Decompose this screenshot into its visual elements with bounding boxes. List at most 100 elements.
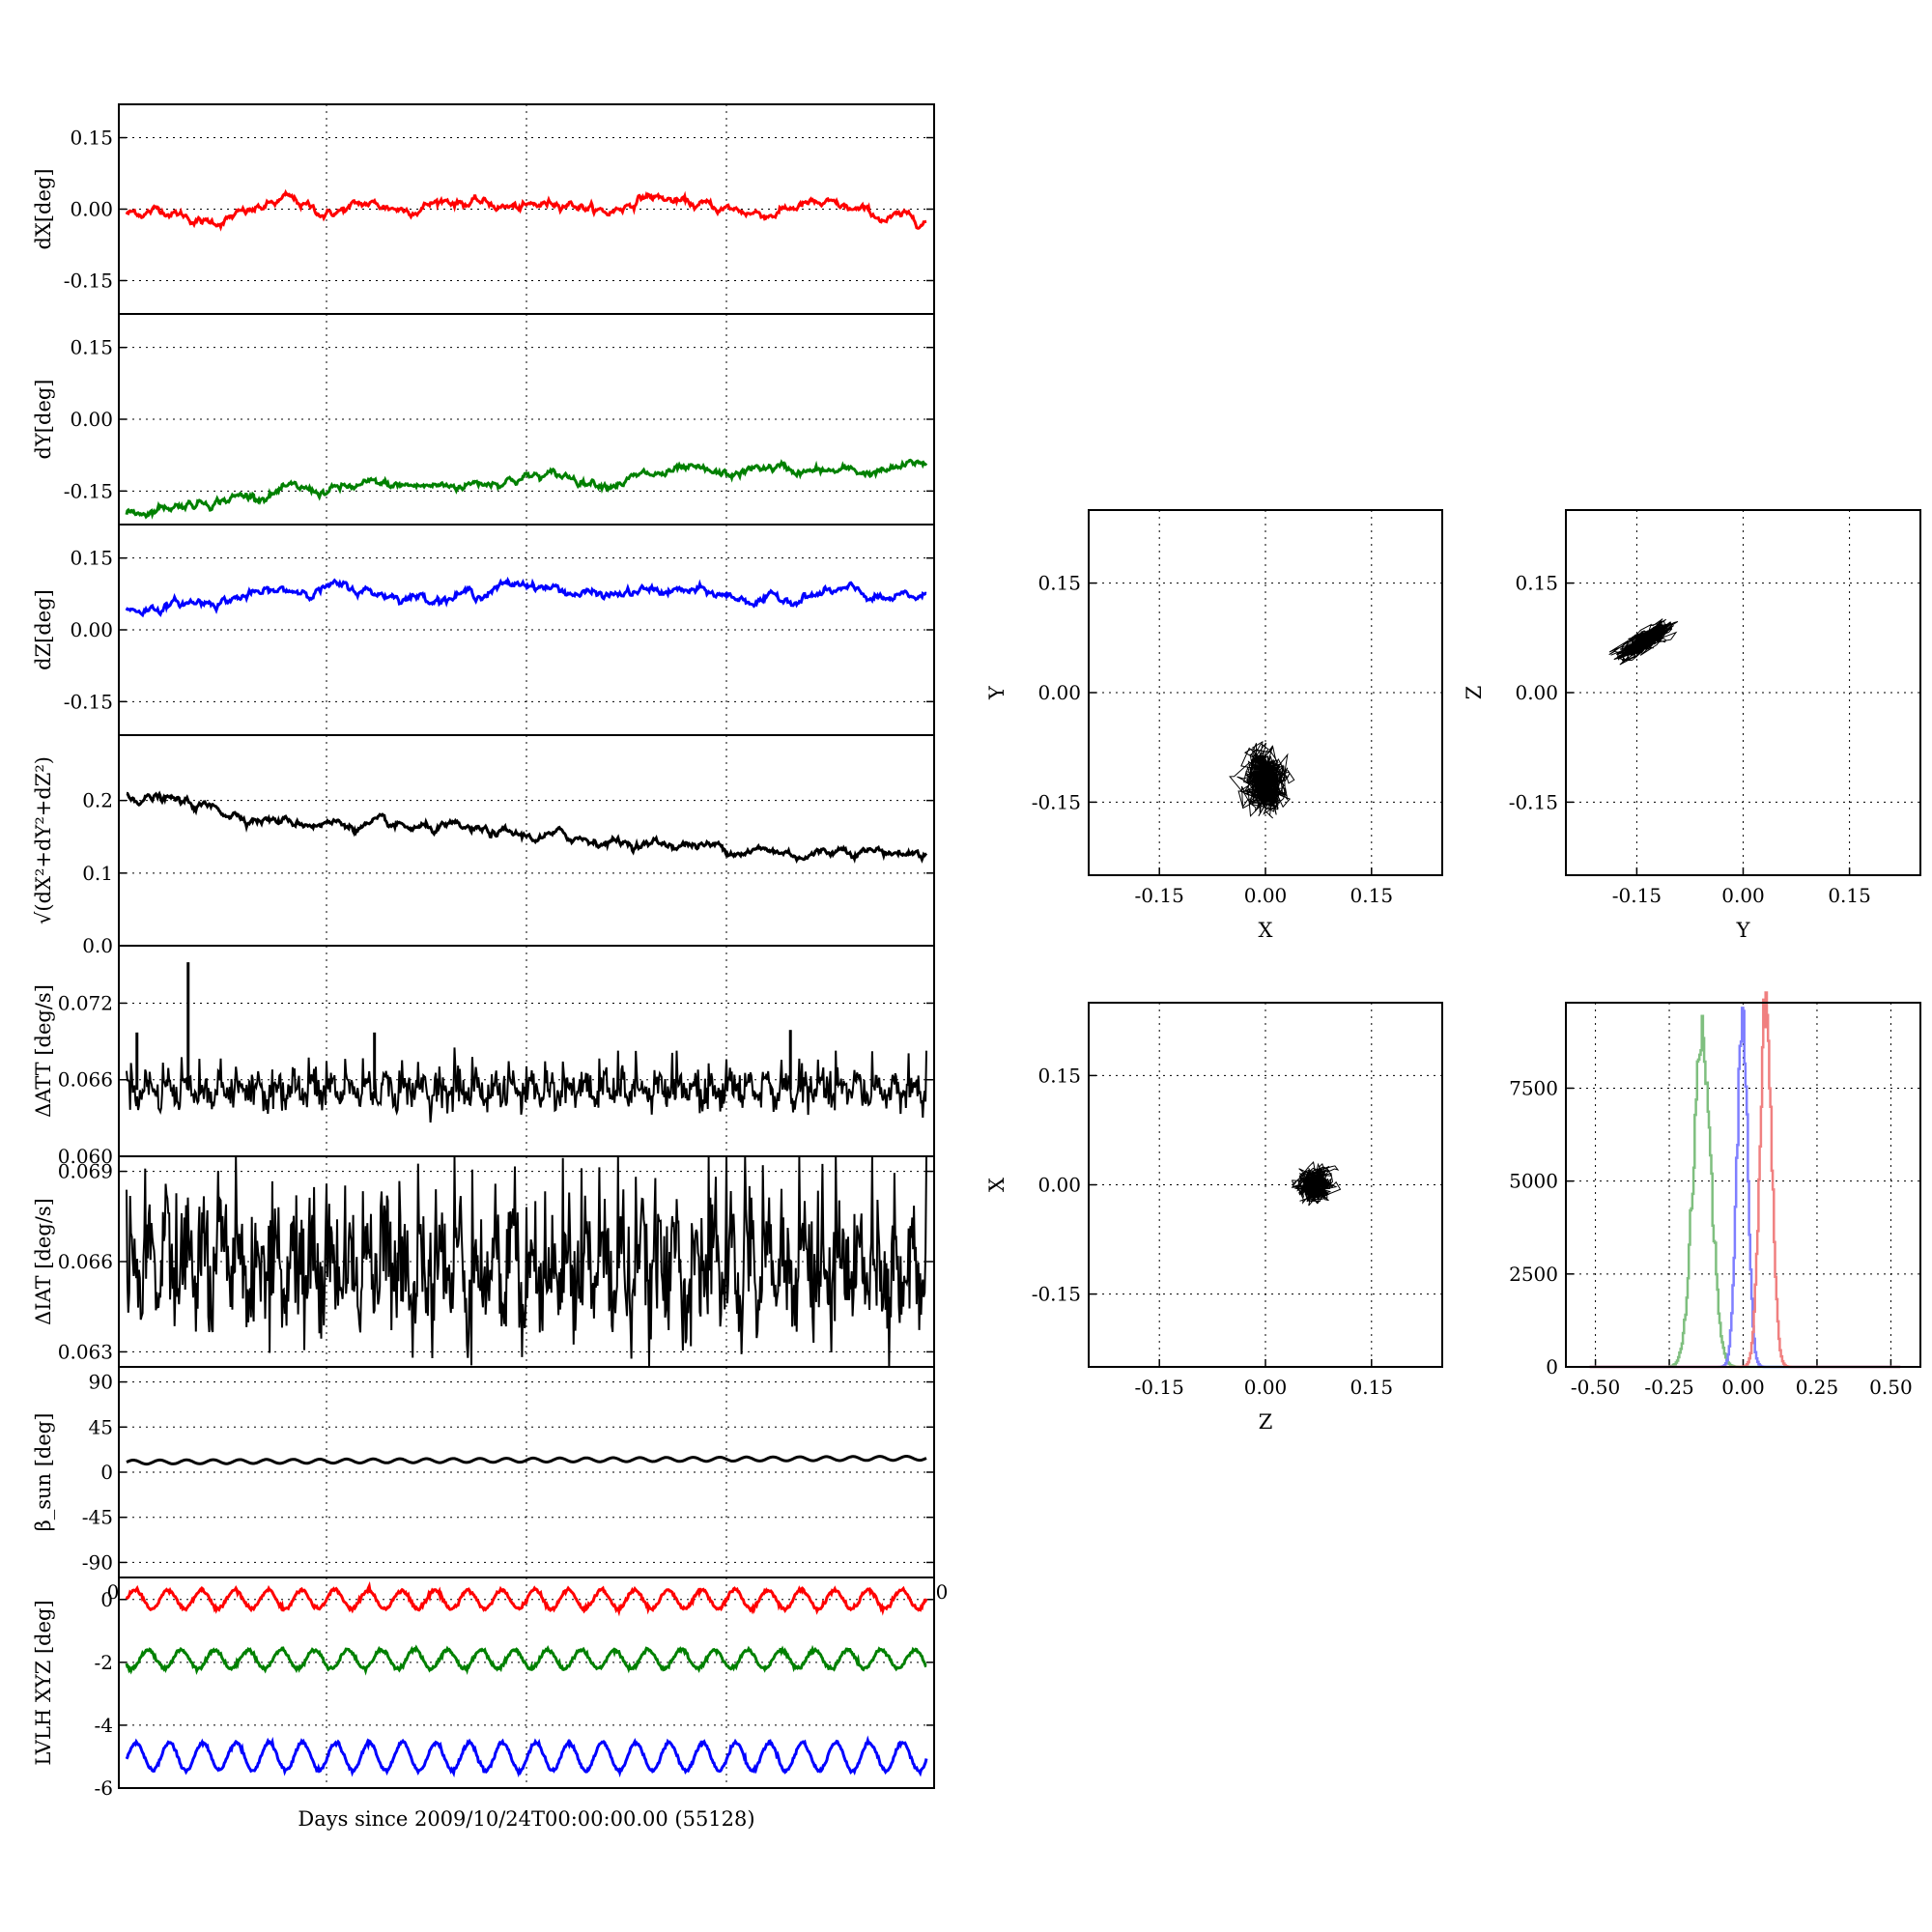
panel-datt: 0.072 0.066 0.060 ΔATT [deg/s] <box>32 945 935 1168</box>
panel-hist: -0.50 -0.25 0.00 0.25 0.50 7500 5000 2500 0 <box>1509 991 1921 1399</box>
x-tick-label: 0.25 <box>1796 1376 1839 1399</box>
axes-frame <box>118 945 935 1157</box>
y-tick-label: 2500 <box>1509 1263 1558 1286</box>
y-axis-label: ΔATT [deg/s] <box>32 984 55 1118</box>
series-line <box>125 1580 928 1617</box>
panel-yz: -0.15 0.00 0.15 0.15 0.00 -0.15 Y Z <box>1463 509 1921 942</box>
scatter-trace <box>1608 618 1679 666</box>
y-axis-label: Z <box>1463 686 1486 700</box>
y-axis-label: dY[deg] <box>32 379 55 459</box>
y-tick-label: 90 <box>89 1371 113 1394</box>
x-axis-label: X <box>1259 919 1273 942</box>
y-tick-label: 0.072 <box>58 991 113 1014</box>
series-line <box>125 576 927 618</box>
x-axis-label: Days since 2009/10/24T00:00:00.00 (55128… <box>298 1807 754 1831</box>
y-tick-label: 0 <box>100 1588 113 1611</box>
y-axis-label: X <box>985 1178 1009 1192</box>
y-tick-label: 0.063 <box>58 1340 113 1363</box>
series-line <box>126 1455 927 1466</box>
histogram-series <box>1589 1007 1901 1369</box>
series-line <box>125 1644 927 1676</box>
y-tick-label: 0 <box>100 1461 113 1484</box>
series-line <box>125 188 927 232</box>
y-tick-label: -45 <box>82 1506 113 1529</box>
y-tick-label: 0.2 <box>82 789 113 812</box>
x-axis-label: Z <box>1259 1410 1273 1434</box>
y-tick-label: 0.00 <box>70 618 113 641</box>
x-tick-label: 0.00 <box>1721 1376 1765 1399</box>
y-tick-label: -4 <box>95 1714 113 1737</box>
y-tick-label: 0.1 <box>82 862 113 885</box>
axes-frame <box>1565 1002 1921 1368</box>
panel-dz: 0.15 0.00 -0.15 dZ[deg] <box>32 524 935 736</box>
x-tick-label: 0.00 <box>1244 884 1288 907</box>
y-tick-label: 0.15 <box>1037 572 1081 595</box>
panels: 0.15 0.00 -0.15 dX[deg] 0.15 0.00 -0.15 dY[deg]… <box>32 103 1921 1800</box>
x-tick-label: 0 <box>936 1580 949 1604</box>
x-tick-label: -0.25 <box>1644 1376 1693 1399</box>
y-tick-label: -6 <box>95 1776 113 1800</box>
y-tick-label: 0.060 <box>58 1145 113 1168</box>
y-axis-label: β_sun [deg] <box>32 1413 55 1532</box>
x-tick-label: -0.15 <box>1135 1376 1184 1399</box>
y-axis-label: dZ[deg] <box>32 589 55 670</box>
series-line <box>125 1735 928 1778</box>
y-tick-label: 0.00 <box>1515 681 1558 704</box>
y-axis-label: dX[deg] <box>32 168 55 249</box>
x-tick-label: 0.15 <box>1350 1376 1394 1399</box>
y-tick-label: 0.15 <box>1037 1064 1081 1087</box>
y-tick-label: -0.15 <box>1032 1283 1081 1306</box>
y-tick-label: 0.00 <box>1037 681 1081 704</box>
panel-zx: -0.15 0.00 0.15 0.15 0.00 -0.15 Z X <box>985 1002 1443 1434</box>
panel-beta: 90 45 0 -45 -90 β_sun [deg] <box>32 1366 935 1578</box>
series-line <box>126 1156 927 1367</box>
axes-frame <box>1088 509 1443 876</box>
y-tick-label: 0.15 <box>70 127 113 150</box>
y-tick-label: -0.15 <box>1509 790 1558 813</box>
series-line <box>125 458 928 520</box>
y-tick-label: -0.15 <box>64 479 113 502</box>
panel-mag: 0.2 0.1 0.0 √(dX²+dY²+dZ²) <box>32 734 935 957</box>
x-tick-label: -0.15 <box>1135 884 1184 907</box>
series-line <box>126 790 928 865</box>
axes-frame <box>118 1577 935 1789</box>
axes-frame <box>118 734 935 947</box>
axes-frame <box>1565 509 1921 876</box>
y-tick-label: 0.00 <box>1037 1174 1081 1197</box>
y-axis-label: √(dX²+dY²+dZ²) <box>32 756 55 924</box>
y-tick-label: -0.15 <box>1032 790 1081 813</box>
y-tick-label: 0.00 <box>70 198 113 221</box>
y-axis-label: Y <box>985 685 1009 700</box>
x-tick-label: 0 <box>107 1580 120 1604</box>
y-tick-label: -90 <box>82 1550 113 1574</box>
x-tick-label: -0.15 <box>1612 884 1662 907</box>
y-tick-label: 0.066 <box>58 1250 113 1273</box>
y-tick-label: 45 <box>89 1415 113 1438</box>
y-tick-label: -0.15 <box>64 690 113 713</box>
y-axis-label: LVLH XYZ [deg] <box>32 1600 55 1765</box>
scatter-trace <box>1229 740 1295 819</box>
panel-dx: 0.15 0.00 -0.15 dX[deg] <box>32 103 935 315</box>
y-tick-label: 0.15 <box>70 547 113 570</box>
y-tick-label: 0.15 <box>1515 572 1558 595</box>
x-tick-label: 0.15 <box>1828 884 1871 907</box>
y-tick-label: -2 <box>95 1651 113 1674</box>
series-line <box>126 1047 927 1123</box>
x-tick-label: -0.50 <box>1571 1376 1620 1399</box>
panel-xy: -0.15 0.00 0.15 0.15 0.00 -0.15 X Y <box>985 509 1443 942</box>
x-tick-label: 0.50 <box>1869 1376 1913 1399</box>
scatter-trace <box>1291 1160 1342 1207</box>
y-tick-label: 0.069 <box>58 1160 113 1183</box>
y-tick-label: 0.066 <box>58 1068 113 1092</box>
x-tick-label: 0.15 <box>1350 884 1394 907</box>
axes-frame <box>1088 1002 1443 1368</box>
x-tick-label: 0.00 <box>1721 884 1765 907</box>
x-tick-label: 0.00 <box>1244 1376 1288 1399</box>
y-tick-label: 0.15 <box>70 336 113 359</box>
y-tick-label: 5000 <box>1509 1170 1558 1193</box>
y-tick-label: 7500 <box>1509 1076 1558 1099</box>
y-tick-label: -0.15 <box>64 269 113 292</box>
